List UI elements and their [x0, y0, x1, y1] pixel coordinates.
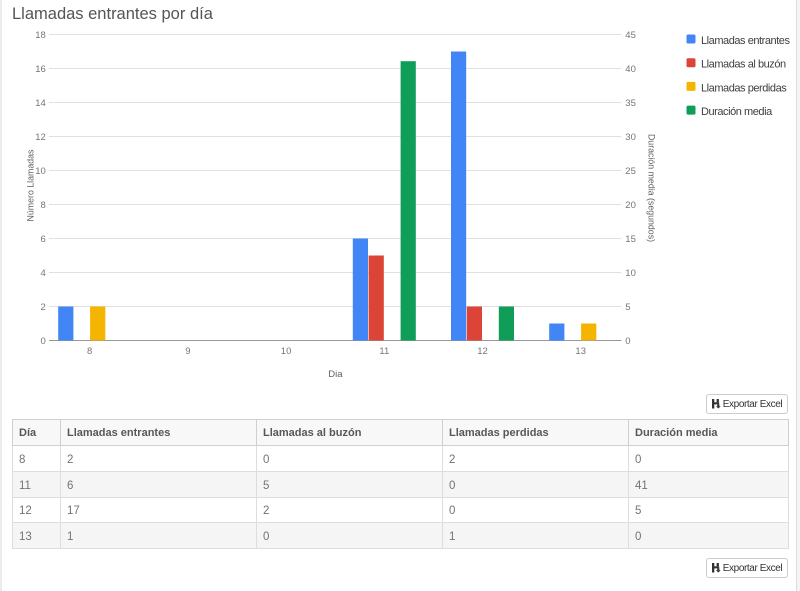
svg-text:10: 10	[281, 346, 292, 357]
svg-text:25: 25	[625, 166, 636, 177]
svg-text:30: 30	[625, 132, 636, 143]
svg-text:11: 11	[379, 346, 389, 357]
svg-text:8: 8	[41, 200, 46, 211]
svg-text:6: 6	[41, 234, 46, 245]
svg-text:Duración media (segundos): Duración media (segundos)	[647, 134, 657, 242]
svg-text:40: 40	[625, 64, 636, 75]
svg-text:8: 8	[87, 346, 92, 357]
svg-text:20: 20	[625, 200, 636, 211]
svg-text:12: 12	[477, 346, 488, 357]
svg-text:4: 4	[41, 268, 46, 279]
svg-text:10: 10	[35, 166, 46, 177]
svg-text:Dia: Dia	[328, 369, 343, 380]
svg-text:16: 16	[35, 64, 46, 75]
svg-text:18: 18	[35, 30, 46, 41]
svg-text:5: 5	[625, 302, 630, 313]
svg-text:9: 9	[185, 346, 190, 357]
svg-text:0: 0	[41, 336, 46, 347]
svg-text:Duración media: Duración media	[701, 106, 773, 118]
svg-text:13: 13	[575, 346, 586, 357]
svg-text:14: 14	[35, 98, 46, 109]
svg-text:Llamadas al buzón: Llamadas al buzón	[701, 59, 786, 71]
svg-text:Llamadas entrantes: Llamadas entrantes	[701, 35, 790, 47]
svg-text:35: 35	[625, 98, 636, 109]
svg-text:12: 12	[35, 132, 46, 143]
svg-text:0: 0	[625, 336, 630, 347]
svg-text:45: 45	[625, 30, 636, 41]
svg-text:15: 15	[625, 234, 636, 245]
svg-text:2: 2	[41, 302, 46, 313]
svg-text:Llamadas perdidas: Llamadas perdidas	[701, 82, 787, 94]
svg-text:Número Llamadas: Número Llamadas	[26, 149, 36, 221]
svg-text:10: 10	[625, 268, 636, 279]
